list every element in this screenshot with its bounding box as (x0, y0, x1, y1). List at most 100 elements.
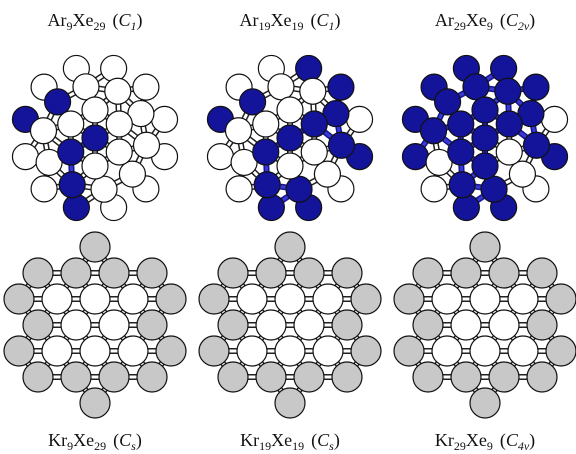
atom (61, 362, 91, 392)
element-symbol: Xe (271, 430, 292, 450)
cluster-label: Kr19Xe19(Cs) (240, 430, 340, 453)
atom (226, 176, 252, 202)
atom (286, 176, 312, 202)
atom (332, 258, 362, 288)
atom (481, 176, 507, 202)
atom (489, 310, 519, 340)
atom (218, 362, 248, 392)
atom (301, 111, 327, 137)
atom (31, 176, 57, 202)
atom (4, 284, 34, 314)
atom (152, 106, 178, 132)
atom (23, 310, 53, 340)
atom (237, 336, 267, 366)
atom (495, 78, 521, 104)
atom (256, 362, 286, 392)
atom (463, 74, 489, 100)
atom (253, 111, 279, 137)
atom (199, 284, 229, 314)
atom (82, 153, 108, 179)
element-count: 19 (292, 439, 304, 453)
atom (496, 111, 522, 137)
atom (449, 172, 475, 198)
cluster-label: Kr29Xe9(C4v) (435, 430, 535, 453)
atom (80, 388, 110, 418)
atom (275, 232, 305, 262)
cluster (402, 55, 567, 220)
element-symbol: Ar (47, 10, 66, 30)
atom (453, 195, 479, 221)
atom (258, 195, 284, 221)
element-count: 29 (454, 439, 466, 453)
atom (226, 118, 252, 144)
atom (101, 55, 127, 81)
atom (237, 284, 267, 314)
atom (253, 139, 279, 165)
element-symbol: Kr (435, 430, 454, 450)
atom (527, 258, 557, 288)
element-symbol: Xe (270, 10, 291, 30)
atom (332, 362, 362, 392)
atom (413, 362, 443, 392)
atom (472, 153, 498, 179)
atom (133, 74, 159, 100)
element-symbol: Xe (466, 10, 487, 30)
atom (277, 97, 303, 123)
atom (435, 89, 461, 115)
atom (240, 89, 266, 115)
atom (275, 284, 305, 314)
atom (351, 284, 381, 314)
element-count: 19 (291, 19, 303, 33)
atom (472, 125, 498, 151)
atom (294, 258, 324, 288)
atom (394, 336, 424, 366)
cluster (199, 232, 381, 418)
atom (218, 310, 248, 340)
atom (451, 310, 481, 340)
atom (432, 284, 462, 314)
atom (546, 284, 576, 314)
atom (82, 97, 108, 123)
element-symbol: Ar (435, 10, 454, 30)
atom (294, 310, 324, 340)
atom (256, 310, 286, 340)
atom (58, 111, 84, 137)
atom (300, 78, 326, 104)
element-symbol: Xe (72, 10, 93, 30)
atom (470, 232, 500, 262)
atom (432, 336, 462, 366)
atom (42, 336, 72, 366)
atom (42, 284, 72, 314)
atom (313, 284, 343, 314)
cluster-label: Ar19Xe19(C1) (239, 10, 340, 33)
figure: Ar9Xe29(C1)Ar19Xe19(C1)Ar29Xe9(C2v)Kr9Xe… (0, 0, 576, 454)
atom (275, 388, 305, 418)
atom (470, 336, 500, 366)
atom (394, 284, 424, 314)
point-group-index: 4v (518, 439, 530, 453)
element-count: 19 (258, 19, 270, 33)
atom (509, 161, 535, 187)
atom (99, 258, 129, 288)
atom (421, 118, 447, 144)
element-count: 9 (487, 19, 493, 33)
atom (421, 176, 447, 202)
atom (61, 258, 91, 288)
cluster-label: Ar9Xe29(C1) (47, 10, 142, 33)
atom (63, 195, 89, 221)
atom (137, 362, 167, 392)
atom (118, 284, 148, 314)
point-group-index: 2v (518, 19, 530, 33)
atom (301, 139, 327, 165)
element-count: 29 (454, 19, 466, 33)
atom (546, 336, 576, 366)
atom (73, 74, 99, 100)
atom (45, 89, 71, 115)
atom (351, 336, 381, 366)
atom (314, 161, 340, 187)
atom (99, 362, 129, 392)
atom (133, 132, 159, 158)
atom (61, 310, 91, 340)
atom (328, 74, 354, 100)
element-symbol: Xe (466, 430, 487, 450)
